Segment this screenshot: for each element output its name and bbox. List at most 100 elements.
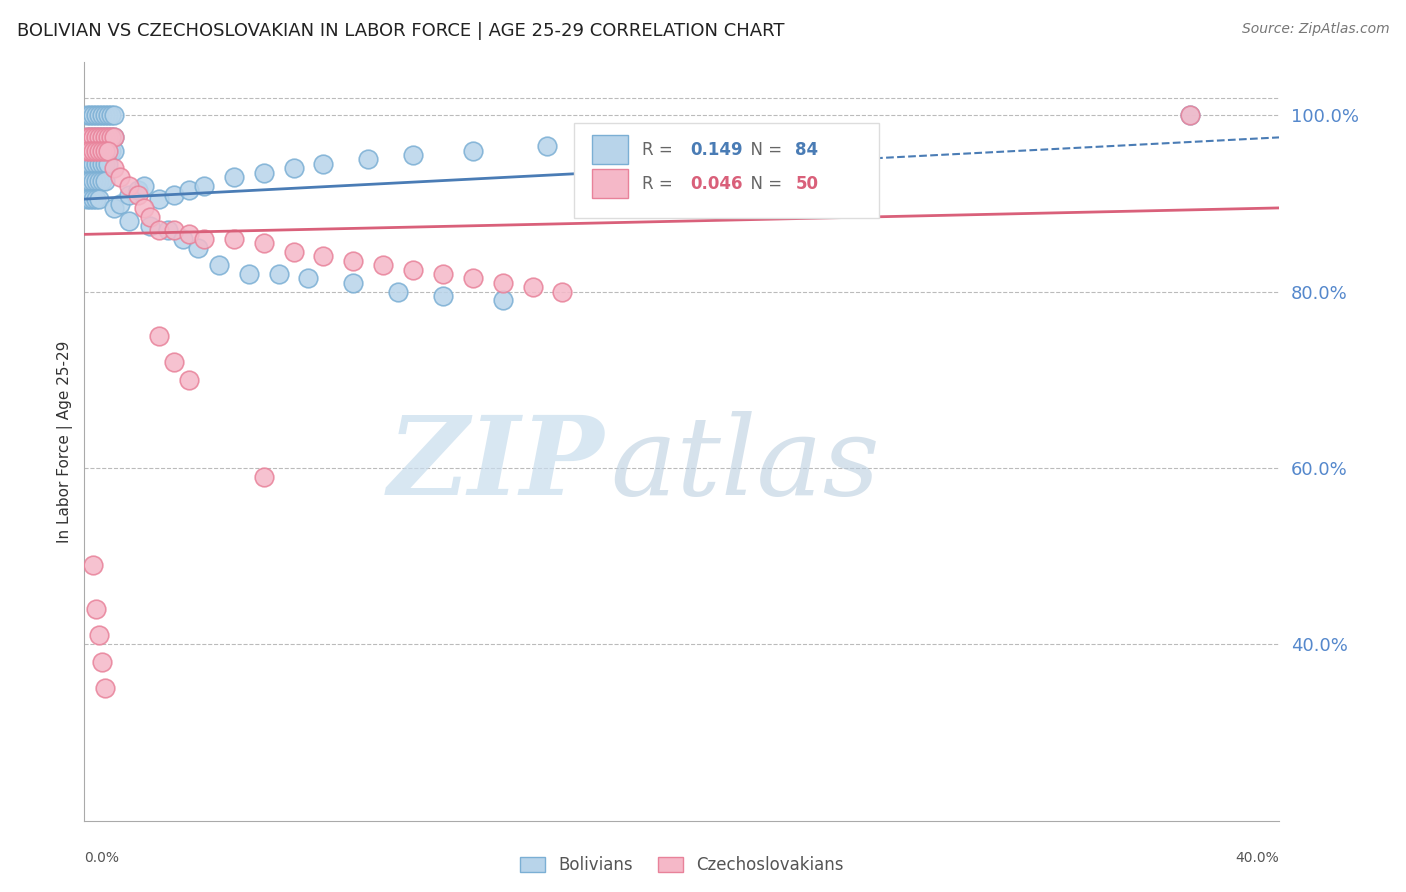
Point xyxy=(222,169,245,184)
Point xyxy=(342,276,364,290)
Point xyxy=(94,157,117,171)
Point xyxy=(94,130,117,145)
Point xyxy=(79,174,101,188)
Bar xyxy=(592,169,628,198)
Point xyxy=(132,178,156,193)
Point xyxy=(357,153,380,167)
Point xyxy=(91,174,114,188)
Point xyxy=(91,144,114,158)
Point xyxy=(86,130,108,145)
Point xyxy=(100,130,122,145)
Text: R =: R = xyxy=(643,141,679,159)
Point xyxy=(103,144,125,158)
Point xyxy=(91,130,114,145)
Point xyxy=(100,108,122,122)
Point xyxy=(172,232,194,246)
Point xyxy=(89,157,111,171)
Point xyxy=(461,144,484,158)
Y-axis label: In Labor Force | Age 25-29: In Labor Force | Age 25-29 xyxy=(58,341,73,542)
Point xyxy=(283,161,305,176)
Point xyxy=(492,293,515,308)
Point xyxy=(100,130,122,145)
Text: ZIP: ZIP xyxy=(388,410,605,518)
Point xyxy=(82,144,104,158)
Text: 84: 84 xyxy=(796,141,818,159)
Point xyxy=(492,276,515,290)
Point xyxy=(461,271,484,285)
Point xyxy=(253,166,276,180)
Point xyxy=(94,174,117,188)
Point xyxy=(91,157,114,171)
Point xyxy=(118,178,141,193)
Point xyxy=(94,144,117,158)
Point xyxy=(82,192,104,206)
Point xyxy=(139,219,162,233)
Point xyxy=(312,249,335,263)
Point xyxy=(148,192,170,206)
Point xyxy=(76,192,98,206)
Point xyxy=(267,267,290,281)
Point xyxy=(238,267,260,281)
Point xyxy=(79,192,101,206)
Bar xyxy=(592,136,628,164)
Point xyxy=(1178,108,1201,122)
Point xyxy=(163,187,186,202)
Point xyxy=(97,144,120,158)
Point xyxy=(253,236,276,251)
Point xyxy=(163,355,186,369)
Point xyxy=(432,289,454,303)
Point xyxy=(79,108,101,122)
Point xyxy=(103,161,125,176)
Text: N =: N = xyxy=(741,175,787,193)
Point xyxy=(110,196,132,211)
Point xyxy=(103,201,125,215)
Point xyxy=(127,183,149,197)
Point xyxy=(91,655,114,669)
Point xyxy=(187,241,209,255)
Point xyxy=(612,135,634,149)
Point xyxy=(97,130,120,145)
Point xyxy=(79,130,101,145)
Point xyxy=(82,174,104,188)
Point xyxy=(86,144,108,158)
Point xyxy=(76,130,98,145)
Point xyxy=(342,253,364,268)
Point xyxy=(79,144,101,158)
Point xyxy=(76,108,98,122)
Point xyxy=(97,144,120,158)
Point xyxy=(89,130,111,145)
Point xyxy=(820,126,842,140)
Point xyxy=(91,108,114,122)
Point xyxy=(402,262,425,277)
Point xyxy=(82,144,104,158)
Point xyxy=(1178,108,1201,122)
Point xyxy=(118,187,141,202)
Text: atlas: atlas xyxy=(610,410,880,518)
Point xyxy=(76,174,98,188)
Point xyxy=(82,130,104,145)
Point xyxy=(79,157,101,171)
Point xyxy=(94,144,117,158)
Point xyxy=(103,130,125,145)
Point xyxy=(297,271,319,285)
Point xyxy=(86,144,108,158)
Point xyxy=(177,373,200,387)
Point xyxy=(97,108,120,122)
Point xyxy=(91,130,114,145)
Point xyxy=(94,130,117,145)
Point xyxy=(103,108,125,122)
Point xyxy=(312,157,335,171)
Text: 40.0%: 40.0% xyxy=(1236,851,1279,865)
Point xyxy=(89,174,111,188)
Point xyxy=(132,201,156,215)
Point xyxy=(86,174,108,188)
FancyBboxPatch shape xyxy=(575,123,879,218)
Point xyxy=(76,130,98,145)
Point xyxy=(700,130,723,145)
Point xyxy=(86,108,108,122)
Text: BOLIVIAN VS CZECHOSLOVAKIAN IN LABOR FORCE | AGE 25-29 CORRELATION CHART: BOLIVIAN VS CZECHOSLOVAKIAN IN LABOR FOR… xyxy=(17,22,785,40)
Point xyxy=(193,232,215,246)
Point xyxy=(103,130,125,145)
Text: 0.149: 0.149 xyxy=(690,141,742,159)
Point xyxy=(387,285,409,299)
